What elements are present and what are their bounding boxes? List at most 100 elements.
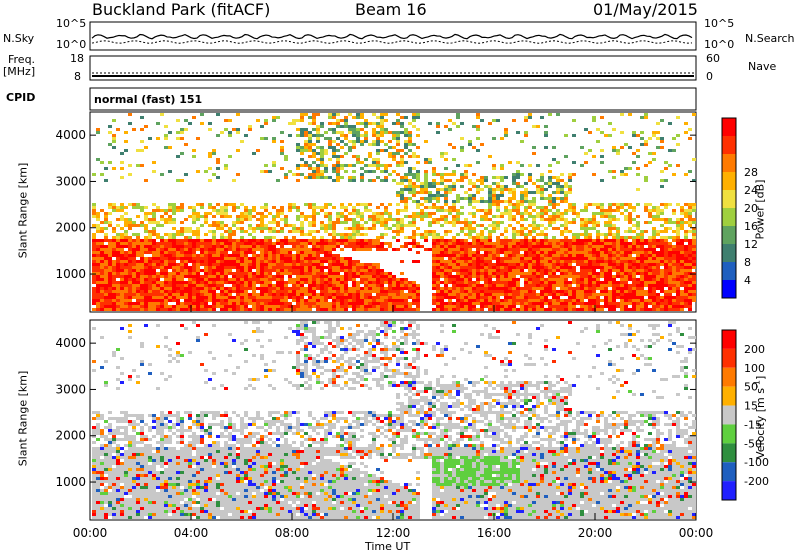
heatmap-cell	[600, 149, 604, 152]
heatmap-cell	[444, 200, 448, 203]
heatmap-cell	[664, 248, 668, 251]
heatmap-cell	[188, 287, 192, 290]
heatmap-cell	[216, 176, 220, 179]
heatmap-cell	[440, 236, 444, 239]
heatmap-cell	[92, 173, 96, 176]
heatmap-cell	[356, 131, 360, 134]
heatmap-cell	[456, 275, 460, 278]
heatmap-cell	[344, 116, 348, 119]
heatmap-cell	[140, 239, 144, 242]
heatmap-cell	[108, 143, 112, 146]
heatmap-cell	[572, 239, 576, 242]
heatmap-cell	[552, 146, 556, 149]
heatmap-cell	[240, 278, 244, 281]
heatmap-cell	[460, 122, 464, 125]
heatmap-cell	[456, 212, 460, 215]
heatmap-cell	[104, 254, 108, 257]
heatmap-cell	[220, 224, 224, 227]
heatmap-cell	[380, 281, 384, 284]
heatmap-cell	[284, 266, 288, 269]
heatmap-cell	[384, 308, 388, 311]
heatmap-cell	[272, 284, 276, 287]
heatmap-cell	[396, 143, 400, 146]
heatmap-cell	[356, 158, 360, 161]
heatmap-cell	[208, 224, 212, 227]
heatmap-cell	[504, 278, 508, 281]
heatmap-cell	[292, 272, 296, 275]
heatmap-cell	[520, 302, 524, 305]
heatmap-cell	[328, 290, 332, 293]
heatmap-cell	[200, 269, 204, 272]
heatmap-cell	[100, 251, 104, 254]
heatmap-cell	[380, 293, 384, 296]
heatmap-cell	[168, 221, 172, 224]
heatmap-cell	[484, 287, 488, 290]
heatmap-cell	[516, 230, 520, 233]
heatmap-cell	[532, 290, 536, 293]
heatmap-cell	[484, 242, 488, 245]
heatmap-cell	[364, 272, 368, 275]
heatmap-cell	[500, 248, 504, 251]
heatmap-cell	[96, 266, 100, 269]
heatmap-cell	[408, 191, 412, 194]
heatmap-cell	[484, 254, 488, 257]
heatmap-cell	[376, 206, 380, 209]
heatmap-cell	[584, 272, 588, 275]
heatmap-cell	[312, 215, 316, 218]
heatmap-cell	[380, 203, 384, 206]
heatmap-cell	[272, 251, 276, 254]
heatmap-cell	[376, 131, 380, 134]
heatmap-cell	[644, 290, 648, 293]
heatmap-cell	[504, 272, 508, 275]
heatmap-cell	[500, 176, 504, 179]
heatmap-cell	[652, 227, 656, 230]
heatmap-cell	[308, 260, 312, 263]
heatmap-cell	[360, 113, 364, 116]
heatmap-cell	[536, 275, 540, 278]
heatmap-cell	[132, 272, 136, 275]
heatmap-cell	[416, 308, 420, 311]
heatmap-cell	[628, 251, 632, 254]
heatmap-cell	[176, 251, 180, 254]
heatmap-cell	[388, 281, 392, 284]
heatmap-cell	[368, 266, 372, 269]
heatmap-cell	[604, 299, 608, 302]
heatmap-cell	[652, 290, 656, 293]
heatmap-cell	[388, 290, 392, 293]
heatmap-cell	[300, 239, 304, 242]
heatmap-cell	[356, 248, 360, 251]
heatmap-cell	[256, 278, 260, 281]
heatmap-cell	[364, 170, 368, 173]
heatmap-cell	[328, 248, 332, 251]
heatmap-cell	[184, 119, 188, 122]
heatmap-cell	[420, 209, 424, 212]
heatmap-cell	[532, 152, 536, 155]
heatmap-cell	[584, 248, 588, 251]
heatmap-cell	[328, 116, 332, 119]
heatmap-cell	[504, 302, 508, 305]
heatmap-cell	[324, 248, 328, 251]
heatmap-cell	[632, 287, 636, 290]
heatmap-cell	[556, 266, 560, 269]
heatmap-cell	[308, 215, 312, 218]
heatmap-cell	[196, 299, 200, 302]
heatmap-cell	[620, 263, 624, 266]
heatmap-cell	[116, 308, 120, 311]
heatmap-cell	[100, 302, 104, 305]
heatmap-cell	[408, 185, 412, 188]
heatmap-cell	[288, 275, 292, 278]
heatmap-cell	[220, 284, 224, 287]
heatmap-cell	[292, 230, 296, 233]
heatmap-cell	[120, 296, 124, 299]
heatmap-cell	[308, 134, 312, 137]
heatmap-cell	[156, 278, 160, 281]
heatmap-cell	[616, 251, 620, 254]
heatmap-cell	[376, 281, 380, 284]
heatmap-cell	[180, 131, 184, 134]
heatmap-cell	[368, 287, 372, 290]
heatmap-cell	[548, 185, 552, 188]
heatmap-cell	[560, 233, 564, 236]
heatmap-cell	[656, 287, 660, 290]
heatmap-cell	[612, 266, 616, 269]
heatmap-cell	[632, 131, 636, 134]
